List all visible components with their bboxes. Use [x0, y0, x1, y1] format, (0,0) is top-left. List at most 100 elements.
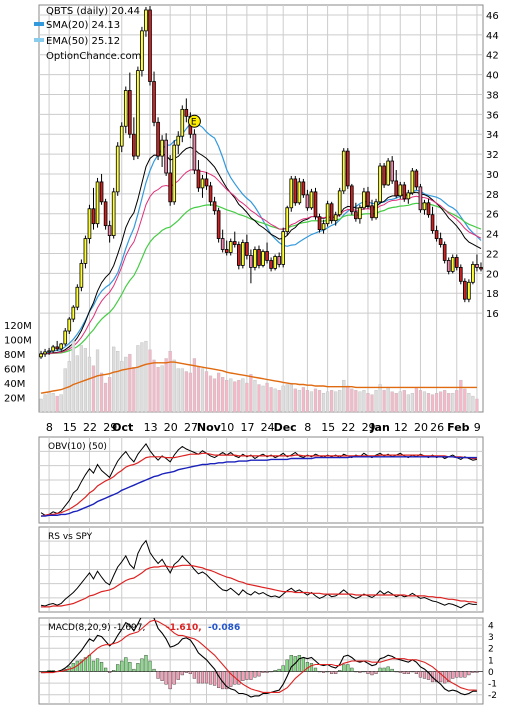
- macd-title: MACD(8,20,9) -1.697,: [48, 623, 145, 633]
- macd-hist-bar: [212, 671, 217, 686]
- candle: [83, 235, 88, 269]
- candle-body: [354, 211, 358, 220]
- date-tick-label: 27: [184, 421, 198, 434]
- candle: [285, 205, 290, 236]
- candle-body: [87, 208, 92, 239]
- date-tick-label: 29: [103, 421, 117, 434]
- macd-hist-bar: [346, 664, 350, 672]
- candle: [63, 328, 68, 346]
- date-tick-label: 8: [304, 421, 311, 434]
- candle: [458, 264, 463, 285]
- candle-body: [216, 210, 221, 239]
- candle: [434, 225, 439, 242]
- volume-bar: [293, 388, 297, 413]
- date-tick-label: 20: [414, 421, 428, 434]
- candle-body: [253, 249, 257, 268]
- volume-bar: [317, 390, 322, 413]
- candle-body: [241, 242, 245, 266]
- price-tick-label: 32: [486, 150, 499, 161]
- macd-hist-bar: [394, 671, 398, 673]
- price-tick-label: 36: [486, 110, 499, 121]
- candle: [192, 129, 197, 174]
- price-tick-label: 30: [486, 170, 499, 181]
- candle-body: [184, 108, 189, 117]
- macd-hist-bar: [330, 671, 334, 674]
- candle: [132, 117, 136, 161]
- macd-hist-bar: [99, 661, 104, 672]
- volume-bar: [160, 365, 164, 413]
- candle-body: [196, 169, 201, 189]
- macd-hist-bar: [426, 671, 431, 680]
- date-tick-label: 8: [46, 421, 53, 434]
- macd-signal-line: [41, 619, 477, 693]
- macd-hist-bar: [87, 654, 92, 672]
- candle-body: [374, 201, 378, 219]
- candle: [115, 142, 120, 196]
- candle: [232, 231, 237, 248]
- candle-body: [123, 90, 128, 127]
- macd-hist-bar: [217, 671, 221, 688]
- macd-hist-bar: [112, 670, 116, 672]
- volume-bar: [221, 377, 225, 413]
- candle-body: [160, 139, 164, 157]
- candle: [333, 211, 338, 226]
- candle-body: [47, 350, 51, 353]
- candle: [208, 181, 213, 206]
- macd-hist-bar: [370, 671, 374, 676]
- macd-tick-label: 1: [488, 656, 494, 666]
- obv-title: OBV(10) (50): [48, 442, 107, 452]
- macd-hist-bar: [269, 671, 273, 673]
- volume-bar: [136, 345, 140, 413]
- volume-bar: [414, 387, 419, 413]
- macd-hist-bar: [374, 671, 378, 674]
- volume-bar: [378, 384, 382, 413]
- volume-bar: [410, 393, 414, 413]
- candle: [313, 187, 318, 220]
- candle-body: [115, 145, 120, 193]
- volume-bar: [116, 351, 120, 413]
- candle: [345, 148, 350, 189]
- macd-hist-bar: [325, 671, 330, 673]
- volume-bar: [176, 368, 180, 413]
- volume-bar: [309, 391, 314, 413]
- volume-bar: [313, 388, 318, 413]
- macd-hist-bar: [463, 671, 467, 678]
- macd-hist-bar: [160, 671, 164, 681]
- candle-body: [71, 306, 76, 320]
- volume-bar: [132, 366, 136, 413]
- candle-body: [305, 194, 310, 209]
- candle: [144, 6, 148, 37]
- volume-bar: [91, 365, 96, 413]
- volume-bar: [217, 372, 221, 413]
- candle: [281, 227, 286, 268]
- date-tick-label: 20: [164, 421, 178, 434]
- volume-bar: [212, 378, 217, 413]
- candle-body: [132, 133, 136, 157]
- candle-body: [358, 207, 362, 220]
- volume-bar: [144, 340, 148, 413]
- volume-tick-label: 20M: [4, 394, 25, 405]
- candle-body: [140, 30, 144, 72]
- candle: [358, 204, 362, 224]
- macd-hist-bar: [188, 671, 192, 674]
- candle-body: [63, 330, 68, 345]
- volume-bar: [51, 393, 55, 413]
- price-tick-label: 22: [486, 249, 499, 260]
- candle-body: [232, 241, 237, 245]
- candle-body: [471, 264, 475, 283]
- volume-bar: [439, 391, 443, 413]
- date-tick-label: Nov: [197, 421, 222, 434]
- candle: [164, 133, 168, 176]
- candle: [317, 213, 322, 233]
- candle-body: [176, 135, 181, 146]
- macd-hist-bar: [362, 671, 366, 673]
- volume-bar: [204, 371, 209, 413]
- volume-bar: [362, 390, 366, 413]
- candle-body: [406, 192, 411, 200]
- volume-bar: [253, 379, 257, 413]
- date-tick-label: 13: [144, 421, 158, 434]
- candle: [180, 105, 185, 143]
- candle-body: [172, 144, 177, 203]
- candle: [200, 174, 205, 198]
- candle: [406, 189, 411, 204]
